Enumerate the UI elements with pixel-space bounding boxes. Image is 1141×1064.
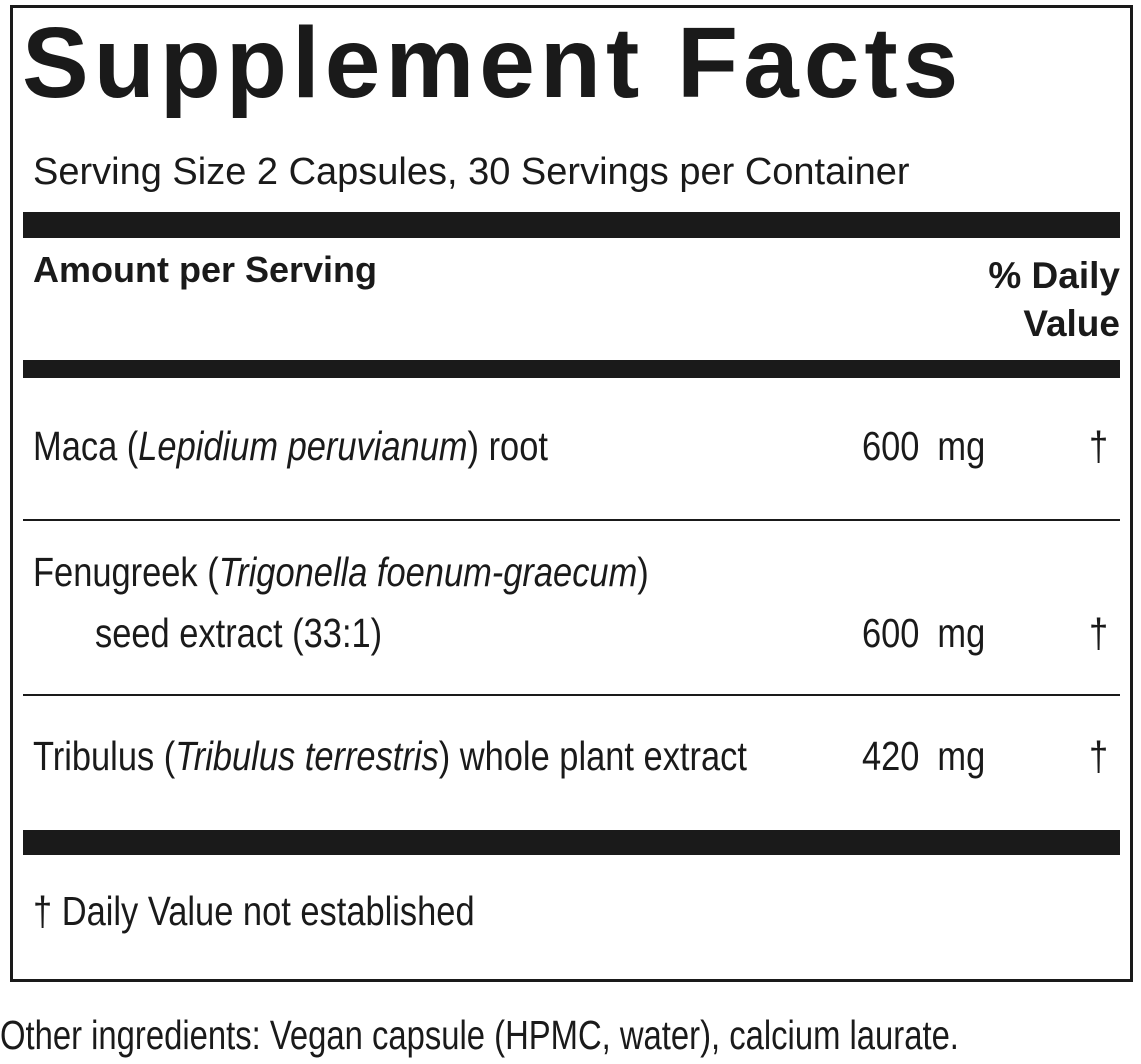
ingredient-name: Maca (Lepidium peruvianum) root <box>33 423 548 470</box>
thin-rule <box>23 694 1120 696</box>
latin-name: Trigonella foenum-graecum <box>218 549 638 595</box>
name-text: Fenugreek ( <box>33 549 219 595</box>
thick-rule <box>23 830 1120 855</box>
thick-rule <box>23 360 1120 378</box>
name-text: Tribulus ( <box>33 733 176 779</box>
daily-value: † <box>1089 733 1109 779</box>
footnote: † Daily Value not established <box>33 888 475 934</box>
thin-rule <box>23 519 1120 521</box>
amount-header: Amount per Serving <box>33 249 378 290</box>
thick-rule <box>23 212 1120 238</box>
name-text: Maca ( <box>33 423 139 469</box>
serving-size: Serving Size 2 Capsules, 30 Servings per… <box>33 151 910 193</box>
ingredient-name-continued: seed extract (33:1) <box>95 610 383 656</box>
latin-name: Lepidium peruvianum <box>138 423 468 469</box>
latin-name: Tribulus terrestris <box>175 733 439 779</box>
other-ingredients: Other ingredients: Vegan capsule (HPMC, … <box>0 1012 959 1058</box>
amount: 600 mg <box>862 423 986 469</box>
name-text: ) root <box>467 423 548 469</box>
daily-value-header: % Daily Value <box>988 255 1120 344</box>
amount: 420 mg <box>862 733 986 779</box>
daily-value: † <box>1089 423 1109 469</box>
ingredient-name: Fenugreek (Trigonella foenum-graecum) <box>33 549 649 596</box>
label-border <box>10 5 1133 982</box>
amount: 600 mg <box>862 610 986 656</box>
title: Supplement Facts <box>22 7 964 119</box>
name-text: ) <box>637 549 649 595</box>
ingredient-name: Tribulus (Tribulus terrestris) whole pla… <box>33 733 747 780</box>
daily-value: † <box>1089 610 1109 656</box>
name-text: ) whole plant extract <box>438 733 747 779</box>
